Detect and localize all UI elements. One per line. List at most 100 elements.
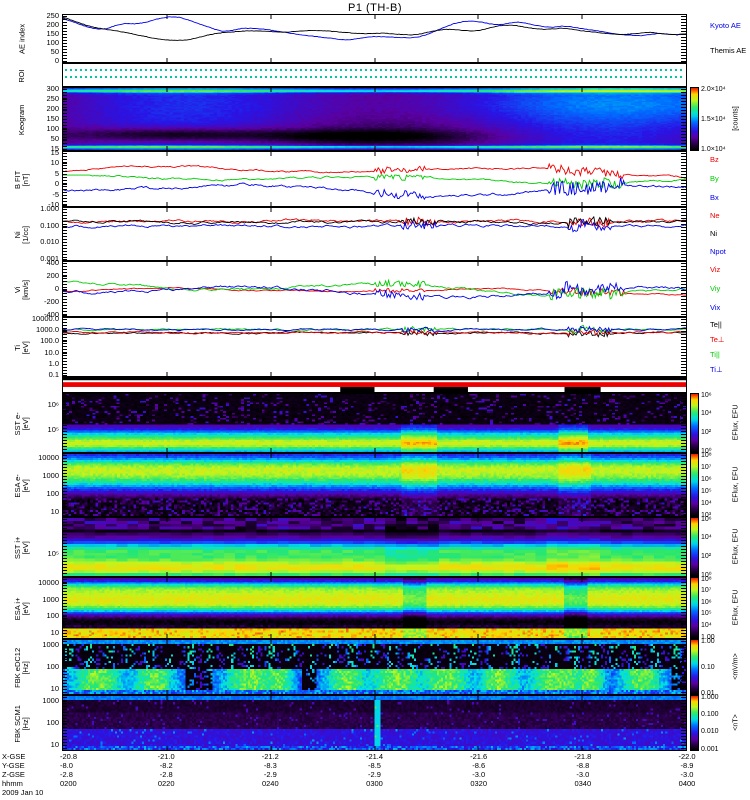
y-axis-label-roi: ROI [17,63,26,87]
series-legend-label: Ne [710,212,720,220]
y-tick-label: 0 [55,57,59,65]
axis-minor-ticks [62,695,68,751]
y-tick-label: 250 [46,12,59,20]
y-axis-label-ni: Ni [1/cc] [13,208,30,262]
colorbar-tick-label: 10⁰ [701,448,712,455]
colorbar-keogram [690,87,699,151]
axis-minor-ticks [681,517,687,577]
y-tick-label: 200 [46,272,59,280]
x-axis-tick-value: -8.3 [264,761,277,770]
y-tick-label: -10 [48,201,59,209]
y-tick-label: 1.0 [49,360,59,368]
axis-minor-ticks [62,639,68,695]
y-tick-label: 200 [46,105,59,113]
series-legend-label: Ti⊥ [710,365,723,374]
y-axis-label-sst-i: SST i+ [eV] [13,518,30,578]
y-tick-label: 0.1 [49,371,59,379]
colorbar-sst-e [690,393,699,453]
y-tick-label: 10 [51,685,59,693]
y-tick-label: 5 [55,170,59,178]
axis-minor-ticks [681,207,687,261]
x-axis-tick-value: -21.2 [262,752,279,761]
x-axis-row-label: X-GSE [2,752,25,761]
axis-minor-ticks [681,317,687,377]
y-tick-label: 1000 [42,697,59,705]
axis-minor-ticks [681,87,687,151]
colorbar-tick-label: 10² [701,553,711,560]
series-legend-label: Viz [710,266,720,274]
y-tick-label: 1000.0 [36,326,59,334]
y-tick-label: 1.000 [40,205,59,213]
colorbar-tick-label: 10⁶ [701,392,712,399]
colorbar-esa-i [690,577,699,639]
x-axis-annotations: X-GSE -20.8 -21.0 -21.2 -21.4 -21.6 -21.8 -22.0… [0,752,750,800]
x-axis-tick-value: -2.8 [160,770,173,779]
panel-ni [62,207,687,261]
colorbar-sst-i [690,517,699,577]
axis-minor-ticks [681,695,687,751]
y-tick-mark [62,259,67,260]
y-tick-label: 10⁶ [48,401,59,409]
y-tick-label: 200 [46,21,59,29]
x-axis-tick-value: -21.4 [366,752,383,761]
y-axis-label-keogram: Keogram [17,87,26,151]
colorbar-tick-label: 10⁸ [701,452,712,459]
y-tick-label: 15 [51,145,59,153]
y-tick-mark [62,375,67,376]
axis-minor-ticks [62,517,68,577]
series-legend-label: Bx [710,194,719,202]
x-axis-tick-value: -2.9 [264,770,277,779]
panel-esa-i [62,577,687,639]
y-axis-label-fbk-edc12: FBK eDC12 [Hz] [13,640,30,696]
y-tick-label: 100 [46,612,59,620]
y-tick-label: 10 [51,508,59,516]
y-tick-label: 0.001 [40,255,59,263]
x-axis-tick-value: 0200 [60,779,77,788]
y-tick-label: 10000 [38,579,59,587]
x-axis-tick-value: 0320 [470,779,487,788]
y-tick-label: -5 [52,191,59,199]
axis-minor-ticks [62,151,68,207]
x-axis-tick-value: -22.0 [678,752,695,761]
x-axis-tick-value: -2.9 [368,770,381,779]
x-axis-tick-value: -8.9 [681,761,694,770]
series-legend-label: Viy [710,285,720,293]
panel-b-fit [62,151,687,207]
y-tick-label: 10.0 [44,349,59,357]
panel-roi [62,63,687,87]
x-axis-tick-value: -8.2 [160,761,173,770]
colorbar-tick-label: 10⁵ [701,610,712,617]
colorbar-tick-label: 10⁰ [701,572,712,579]
colorbar-tick-label: 10⁴ [701,410,712,417]
y-tick-label: 100 [46,125,59,133]
y-axis-label-esa-i: ESA i+ [eV] [13,578,30,640]
y-axis-label-b-fit: B FIT [nT] [13,152,30,208]
colorbar-tick-label: 10⁶ [701,476,712,483]
colorbar-tick-label: 0.001 [701,746,719,753]
series-legend-label: Ti|| [710,350,720,359]
y-tick-label: 50 [51,48,59,56]
colorbar-tick-label: 10⁵ [701,488,712,495]
y-tick-mark [62,184,67,186]
y-tick-label: 10 [51,629,59,637]
x-axis-tick-value: -3.0 [472,770,485,779]
colorbar-tick-label: 0.10 [701,664,715,671]
y-tick-label: 100.0 [40,337,59,345]
y-tick-label: 50 [51,135,59,143]
y-axis-label-vi: Vi [km/s] [13,262,30,318]
axis-minor-ticks [62,261,68,317]
y-tick-mark [62,330,67,332]
colorbar-tick-label: 0.01 [701,690,715,697]
y-axis-label-ti: Ti [eV] [13,318,30,378]
colorbar-fbk-scm1 [690,695,699,751]
y-tick-mark [62,109,67,110]
colorbar-tick-label: 10⁸ [701,576,712,583]
x-axis-tick-value: -20.8 [60,752,77,761]
y-tick-label: 100 [46,39,59,47]
x-axis-tick-value: -21.0 [158,752,175,761]
x-axis-tick-value: -8.5 [368,761,381,770]
y-tick-mark [62,315,67,316]
x-axis-row-label: Y-GSE [2,761,25,770]
colorbar-tick-label: 10⁶ [701,516,712,523]
